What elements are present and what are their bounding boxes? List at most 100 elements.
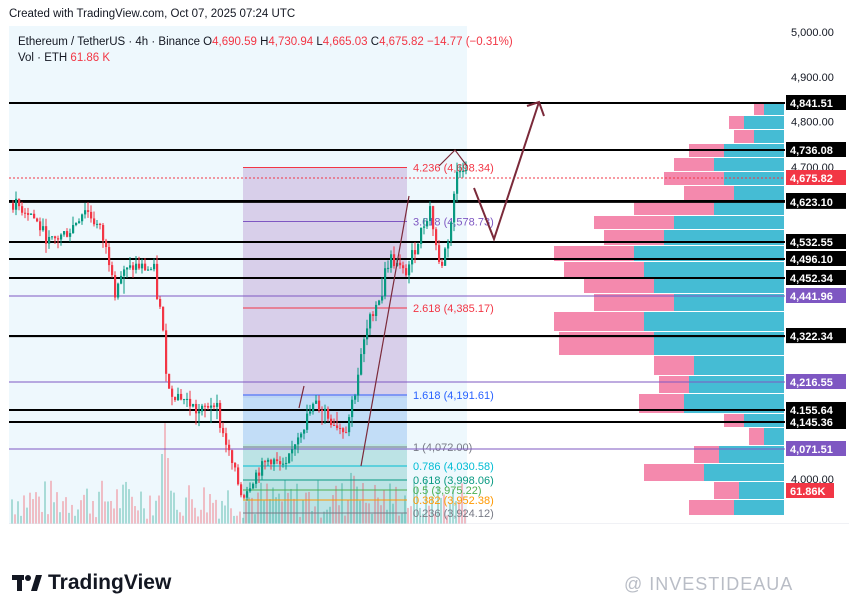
candle-body [324, 408, 327, 411]
price-chart[interactable]: 4.236 (4,698.34)3.618 (4,578.73)2.618 (4… [9, 26, 849, 550]
price-tag [786, 374, 846, 389]
low-value: 4,665.03 [322, 36, 368, 48]
candle-body [429, 206, 432, 222]
candle-body [303, 429, 306, 434]
candle-body [72, 225, 75, 234]
volume-bar [98, 491, 100, 524]
open-value: 4,690.59 [212, 36, 257, 48]
candle-body [48, 236, 51, 244]
volume-bar [443, 494, 445, 524]
volume-bar [125, 481, 127, 524]
volume-bar [458, 501, 460, 524]
candle-body [138, 263, 141, 269]
volume-bar [110, 500, 112, 524]
volume-bar [89, 513, 91, 524]
volume-bar [233, 515, 235, 524]
volume-bar [83, 494, 85, 524]
open-label: O [203, 36, 213, 48]
candle-body [210, 405, 213, 408]
volume-bar [215, 499, 217, 524]
volume-bar [407, 507, 409, 524]
candle-body [87, 210, 90, 212]
volume-bar [425, 480, 427, 524]
candle-body [174, 396, 177, 401]
volume-label[interactable]: Vol · ETH [18, 52, 68, 64]
candle-body [246, 491, 249, 498]
candle-body [93, 218, 96, 225]
candle-body [402, 265, 405, 269]
volume-bar [56, 492, 58, 524]
candle-body [117, 283, 120, 298]
volume-bar [119, 508, 121, 524]
candle-body [417, 243, 420, 255]
volume-bar [80, 500, 82, 524]
volume-bar [41, 511, 43, 524]
candle-body [99, 223, 102, 225]
candle-body [24, 212, 27, 214]
candle-body [318, 400, 321, 410]
volume-bar [269, 499, 271, 524]
volume-bar [341, 483, 343, 524]
price-level-tag [786, 142, 846, 157]
tradingview-logo[interactable]: TradingView [12, 571, 171, 595]
volume-bar [392, 503, 394, 524]
volume-bar [350, 472, 352, 524]
price-level-tag [786, 251, 846, 266]
candle-body [327, 408, 330, 419]
volume-bar [377, 497, 379, 524]
volume-bar [164, 423, 166, 524]
volume-bar [275, 497, 277, 524]
candle-body [426, 221, 429, 227]
volume-bar [74, 515, 76, 524]
candle-body [390, 254, 393, 268]
fib-level-label: 1 (4,072.00) [413, 442, 472, 454]
volume-bar [344, 515, 346, 524]
candle-body [141, 263, 144, 269]
volume-bar [101, 480, 103, 524]
candle-body [420, 227, 423, 244]
candle-body [231, 450, 234, 463]
candle-body [54, 236, 57, 239]
y-tick-label: 4,900.00 [791, 72, 834, 84]
volume-bar [179, 512, 181, 524]
candle-body [369, 314, 372, 329]
volume-bar [374, 484, 376, 524]
high-label: H [260, 36, 269, 48]
volume-bar [209, 494, 211, 524]
volume-bar [371, 513, 373, 524]
volume-profile-bar [714, 158, 784, 171]
candle-body [288, 453, 291, 463]
candle-body [321, 409, 324, 411]
candle-body [180, 393, 183, 400]
volume-bar [86, 488, 88, 524]
volume-bar [167, 458, 169, 524]
volume-value: 61.86 K [70, 52, 111, 64]
candle-body [297, 437, 300, 445]
volume-bar [248, 497, 250, 524]
volume-bar [143, 508, 145, 524]
volume-bar [26, 507, 28, 524]
candle-body [393, 254, 396, 267]
candle-body [360, 354, 363, 375]
volume-bar [107, 501, 109, 524]
symbol-title[interactable]: Ethereum / TetherUS · 4h · Binance [18, 36, 200, 48]
candle-body [153, 263, 156, 270]
candle-body [192, 403, 195, 407]
price-level-tag [786, 193, 846, 209]
volume-bar [149, 495, 151, 524]
volume-profile-bar [689, 376, 784, 393]
candle-body [171, 388, 174, 397]
volume-bar [290, 488, 292, 524]
projection-line [360, 195, 410, 467]
candle-body [129, 265, 132, 268]
candle-body [252, 483, 255, 489]
forecast-arrow[interactable] [473, 101, 540, 242]
candle-body [225, 433, 228, 445]
volume-bar [293, 498, 295, 524]
candle-body [75, 222, 78, 226]
volume-bar [194, 507, 196, 524]
candle-body [339, 427, 342, 429]
price-level-tag [786, 234, 846, 249]
volume-tag [786, 483, 834, 498]
candle-body [201, 405, 204, 412]
